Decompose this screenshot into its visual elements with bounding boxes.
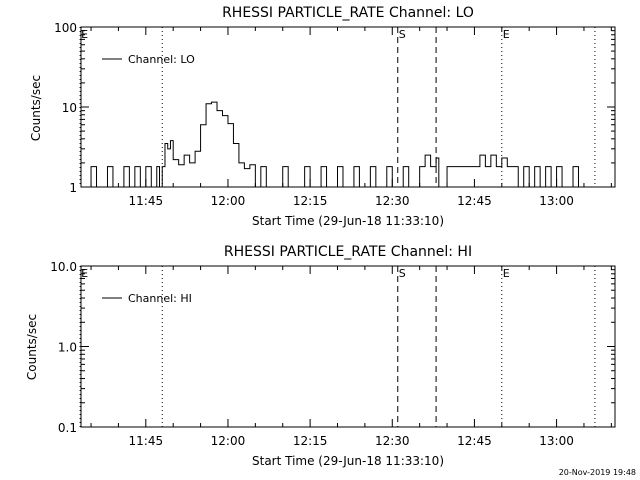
marker-label: E xyxy=(81,28,88,41)
y-axis-label: Counts/sec xyxy=(29,75,43,141)
x-tick-label: 12:00 xyxy=(211,434,246,448)
x-tick-label: 13:00 xyxy=(539,434,574,448)
marker-label: E xyxy=(81,267,88,280)
x-tick-label: 11:45 xyxy=(129,434,164,448)
marker-label: S xyxy=(399,28,406,41)
marker-label: E xyxy=(503,267,510,280)
y-tick-label: 10.0 xyxy=(50,260,77,274)
chart-panel-hi: RHESSI PARTICLE_RATE Channel: HI Counts/… xyxy=(25,244,616,468)
x-tick-label: 12:45 xyxy=(457,434,492,448)
legend-entry: Channel: HI xyxy=(128,292,192,305)
x-tick-label: 12:45 xyxy=(457,194,492,208)
x-axis-label: Start Time (29-Jun-18 11:33:10) xyxy=(252,214,444,228)
x-axis-label: Start Time (29-Jun-18 11:33:10) xyxy=(252,454,444,468)
series-line xyxy=(85,101,579,188)
x-tick-label: 12:00 xyxy=(211,194,246,208)
chart-panel-lo: RHESSI PARTICLE_RATE Channel: LO Counts/… xyxy=(29,5,616,228)
x-tick-label: 12:15 xyxy=(293,194,328,208)
legend-entry: Channel: LO xyxy=(128,53,195,66)
y-tick-label: 1 xyxy=(69,181,77,195)
marker-label: S xyxy=(399,267,406,280)
y-tick-label: 0.1 xyxy=(58,421,77,435)
chart-title: RHESSI PARTICLE_RATE Channel: LO xyxy=(222,5,474,21)
x-tick-label: 12:15 xyxy=(293,434,328,448)
x-tick-label: 13:00 xyxy=(539,194,574,208)
x-tick-label: 12:30 xyxy=(375,194,410,208)
y-tick-label: 100 xyxy=(54,21,77,35)
y-tick-label: 1.0 xyxy=(58,341,77,355)
marker-label: E xyxy=(503,28,510,41)
plot-frame xyxy=(80,26,616,188)
plot-frame xyxy=(80,265,616,428)
chart-title: RHESSI PARTICLE_RATE Channel: HI xyxy=(224,244,472,260)
footer-timestamp: 20-Nov-2019 19:48 xyxy=(559,468,636,477)
y-tick-label: 10 xyxy=(62,101,77,115)
x-tick-label: 11:45 xyxy=(129,194,164,208)
x-tick-label: 12:30 xyxy=(375,434,410,448)
y-axis-label: Counts/sec xyxy=(25,314,39,380)
